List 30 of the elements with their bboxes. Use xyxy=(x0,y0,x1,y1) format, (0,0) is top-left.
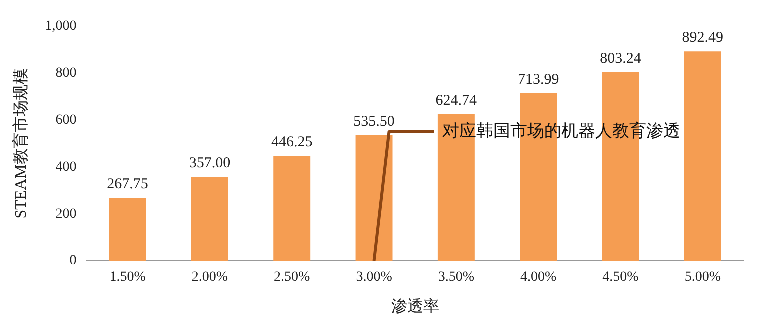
bar xyxy=(684,52,722,261)
x-tick-label: 3.50% xyxy=(438,270,475,286)
data-label: 624.74 xyxy=(436,92,478,109)
data-label: 803.24 xyxy=(600,50,642,67)
x-tick-label: 2.50% xyxy=(274,270,311,286)
data-label: 892.49 xyxy=(682,30,724,46)
y-tick-label: 200 xyxy=(56,206,77,222)
y-axis-title: STEAM教育市场规模 xyxy=(12,68,30,219)
data-label: 446.25 xyxy=(271,134,313,151)
bar xyxy=(191,177,228,261)
x-tick-label: 3.00% xyxy=(356,270,393,286)
data-label: 267.75 xyxy=(107,176,148,193)
x-tick-label: 4.00% xyxy=(520,270,558,286)
bar xyxy=(356,135,393,261)
data-label: 357.00 xyxy=(189,156,231,172)
y-tick-label: 400 xyxy=(56,160,77,175)
bar xyxy=(274,156,311,261)
y-tick-label: 800 xyxy=(56,66,77,81)
x-tick-label: 1.50% xyxy=(110,270,146,286)
bar xyxy=(438,114,475,261)
bar xyxy=(109,198,146,261)
x-axis-title: 渗透率 xyxy=(391,298,440,316)
x-tick-label: 5.00% xyxy=(684,270,722,286)
y-tick-label: 0 xyxy=(70,254,77,269)
y-tick-label: 600 xyxy=(56,112,77,128)
x-tick-label: 2.00% xyxy=(192,270,228,286)
x-tick-label: 4.50% xyxy=(602,270,640,286)
data-label: 535.50 xyxy=(354,114,395,130)
y-tick-label: 1,000 xyxy=(45,19,77,34)
data-label: 713.99 xyxy=(518,72,560,88)
